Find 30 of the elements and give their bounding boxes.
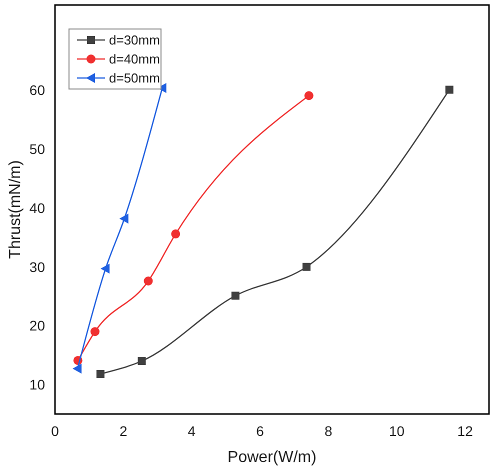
x-tick-label: 2	[119, 423, 128, 439]
x-tick-label: 6	[256, 423, 264, 439]
legend-label: d=50mm	[109, 70, 160, 86]
x-tick-label: 12	[457, 423, 474, 439]
y-tick-label: 60	[29, 82, 46, 98]
point	[96, 370, 104, 378]
point	[231, 292, 240, 300]
x-tick-label: 4	[188, 423, 196, 439]
point	[144, 276, 153, 286]
y-tick-label: 10	[29, 376, 46, 392]
legend-label: d=30mm	[109, 32, 160, 48]
x-axis-title: Power(W/m)	[228, 449, 316, 466]
x-tick-label: 10	[388, 423, 405, 439]
y-tick-label: 50	[29, 141, 46, 158]
y-tick-label: 40	[29, 200, 46, 216]
x-tick-label: 8	[324, 423, 332, 439]
y-tick-label: 20	[29, 318, 46, 334]
point	[100, 264, 110, 274]
point	[302, 262, 311, 271]
point	[445, 86, 454, 94]
x-tick-label: 0	[51, 423, 60, 439]
y-tick-label: 30	[29, 258, 46, 275]
point	[72, 364, 82, 374]
y-axis-title: Thrust(mN/m)	[7, 160, 24, 259]
legend-label: d=40mm	[109, 52, 160, 67]
point	[90, 327, 100, 336]
point	[119, 214, 128, 224]
point	[138, 357, 146, 366]
point	[304, 91, 314, 100]
point	[171, 229, 180, 238]
